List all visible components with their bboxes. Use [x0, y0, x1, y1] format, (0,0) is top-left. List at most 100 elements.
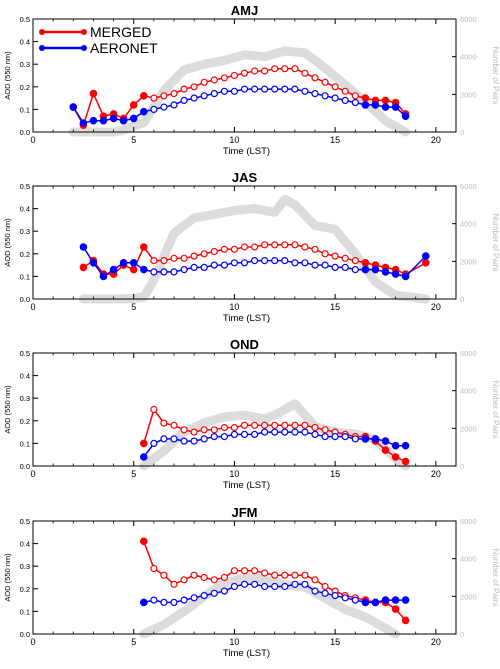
- data-point: [160, 268, 168, 276]
- data-point: [230, 567, 238, 575]
- data-point: [271, 257, 279, 265]
- y-tick-label: 0.5: [20, 349, 30, 358]
- data-point: [351, 92, 359, 100]
- data-point: [240, 430, 249, 438]
- data-point: [190, 428, 198, 436]
- x-tick-label: 20: [431, 135, 441, 145]
- x-tick-label: 20: [431, 302, 441, 312]
- data-point: [170, 598, 178, 607]
- data-point: [230, 424, 238, 432]
- data-point: [200, 263, 208, 271]
- data-point: [220, 74, 228, 82]
- y-right-axis-label: Number of Pairs: [491, 549, 500, 607]
- y-axis-label: AOD (550 nm): [3, 385, 12, 434]
- data-point: [140, 265, 148, 274]
- data-point: [401, 616, 410, 625]
- data-point: [140, 243, 148, 251]
- data-point: [361, 94, 370, 102]
- data-point: [321, 78, 329, 86]
- data-point: [271, 421, 279, 429]
- data-point: [150, 94, 158, 102]
- data-point: [291, 241, 299, 249]
- data-point: [210, 76, 218, 84]
- plot-frame: [32, 18, 457, 133]
- data-point: [240, 259, 249, 267]
- y-tick-label: 0.3: [20, 227, 30, 236]
- data-point: [240, 421, 249, 429]
- data-point: [361, 101, 370, 109]
- y-right-tick-label: 2000: [460, 424, 477, 433]
- data-point: [190, 571, 198, 579]
- data-point: [401, 112, 410, 120]
- x-tick-label: 5: [131, 135, 136, 145]
- data-point: [361, 259, 370, 267]
- data-point: [190, 94, 198, 102]
- data-point: [89, 89, 98, 98]
- data-point: [341, 263, 349, 271]
- data-point: [200, 426, 208, 434]
- legend-marker: [81, 45, 87, 51]
- y-right-axis-label: Number of Pairs: [491, 214, 500, 272]
- panel-jas: JAS 0 5 10 15 20 0.0 0.1 0.2 0.3 0.4 0.5 0 2000 4000 60…: [3, 170, 500, 324]
- data-point: [129, 265, 138, 274]
- pairs-line: [139, 399, 411, 471]
- data-point: [160, 257, 168, 265]
- data-point: [301, 580, 309, 588]
- legend-marker: [39, 29, 45, 35]
- data-point: [351, 257, 359, 265]
- y-tick-label: 0.2: [20, 417, 30, 426]
- data-point: [331, 433, 339, 441]
- data-point: [391, 103, 400, 111]
- data-point: [140, 537, 148, 546]
- data-point: [140, 107, 148, 116]
- data-point: [371, 435, 380, 443]
- panel-title: JFM: [232, 505, 258, 520]
- data-point: [160, 571, 168, 579]
- data-point: [301, 87, 309, 95]
- x-axis-label: Time (LST): [223, 648, 270, 659]
- data-point: [160, 92, 168, 100]
- data-point: [422, 259, 430, 267]
- y-tick-label: 0.4: [20, 38, 30, 47]
- data-point: [251, 580, 259, 588]
- data-point: [401, 272, 410, 281]
- data-point: [109, 114, 118, 123]
- series-line: [72, 88, 407, 124]
- y-right-tick-label: 2000: [460, 257, 477, 266]
- data-point: [160, 419, 168, 427]
- series-line: [82, 244, 427, 275]
- data-point: [230, 430, 238, 438]
- data-point: [311, 89, 319, 98]
- y-right-tick-label: 4000: [460, 387, 477, 396]
- legend-entry-aeronet: AERONET: [39, 40, 158, 56]
- data-point: [422, 252, 430, 260]
- data-point: [291, 85, 299, 93]
- data-point: [160, 435, 168, 443]
- data-point: [311, 576, 319, 584]
- y-right-tick-label: 4000: [460, 220, 477, 229]
- data-point: [281, 257, 289, 265]
- y-right-tick-label: 6000: [460, 182, 477, 191]
- data-point: [210, 576, 218, 584]
- data-point: [341, 594, 349, 602]
- data-point: [261, 67, 269, 75]
- data-point: [371, 598, 380, 607]
- data-point: [351, 596, 359, 604]
- data-point: [321, 582, 329, 591]
- data-point: [220, 245, 228, 253]
- data-point: [150, 596, 158, 604]
- data-point: [119, 116, 128, 125]
- data-point: [160, 103, 168, 111]
- data-point: [291, 571, 299, 579]
- data-point: [150, 268, 158, 276]
- data-point: [261, 257, 269, 265]
- data-point: [69, 103, 78, 111]
- data-point: [311, 261, 319, 269]
- x-tick-label: 20: [431, 637, 441, 647]
- data-point: [129, 101, 138, 109]
- data-point: [271, 241, 279, 249]
- y-tick-label: 0.4: [20, 205, 30, 214]
- data-point: [271, 85, 279, 93]
- data-point: [251, 85, 259, 93]
- series-line: [82, 246, 427, 278]
